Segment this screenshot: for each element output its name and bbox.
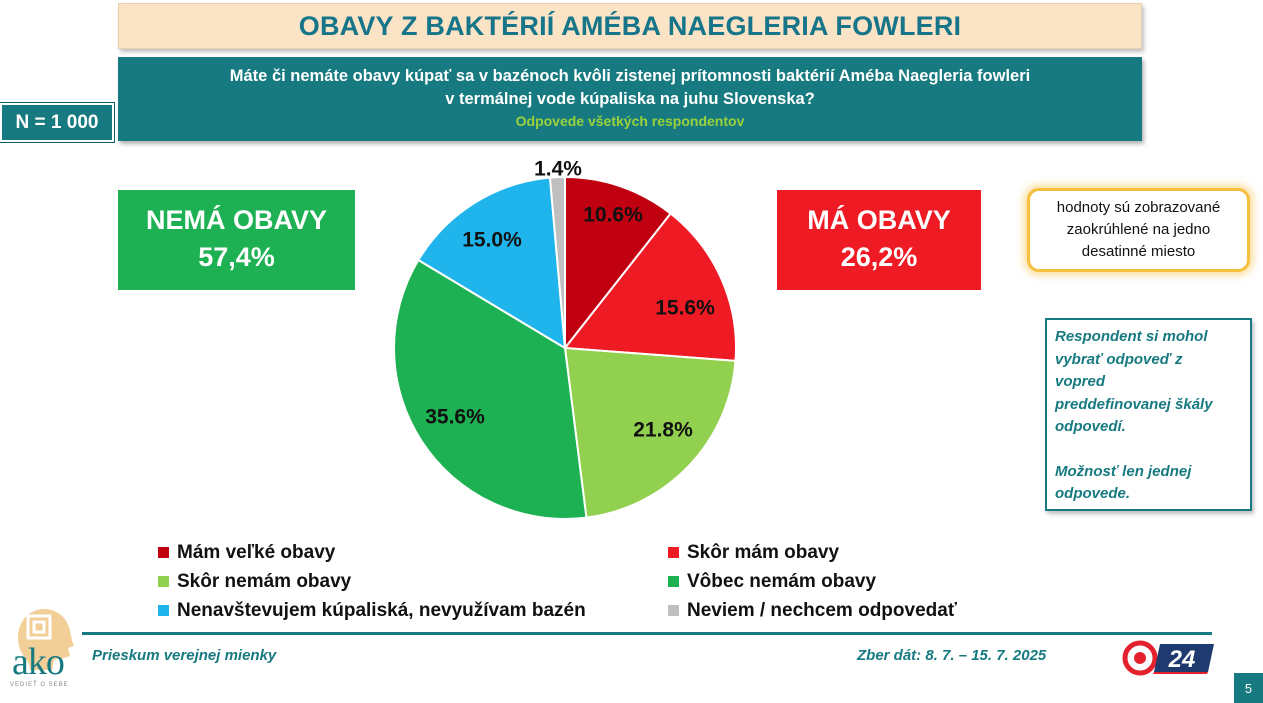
respondent-note-line-3: vopred: [1055, 373, 1106, 390]
no-concern-label: NEMÁ OBAVY: [145, 205, 327, 235]
legend-right: Skôr mám obavy Vôbec nemám obavy Neviem …: [668, 538, 957, 625]
footer-data-collection: Zber dát: 8. 7. – 15. 7. 2025: [857, 647, 1047, 664]
respondent-note-line-6: Možnosť len jednej: [1055, 462, 1192, 480]
legend-item-rather-not-concerned: Skôr nemám obavy: [158, 567, 586, 596]
ako-wordmark: ako: [12, 641, 65, 683]
pie-slice-label: 15.6%: [655, 297, 715, 320]
respondent-note-line-4: preddefinovanej škály: [1055, 395, 1213, 413]
legend-left: Mám veľké obavy Skôr nemám obavy Nenavšt…: [158, 538, 586, 625]
question-line-2: v termálnej vode kúpaliska na juhu Slove…: [445, 90, 815, 108]
respondent-note-line-2: vybrať odpoveď z: [1055, 350, 1183, 368]
pie-slice-label: 10.6%: [583, 204, 643, 227]
pie-slice: [564, 175, 673, 351]
pie-slice-label: 21.8%: [633, 419, 693, 442]
rounding-note: hodnoty sú zobrazované zaokrúhlené na je…: [1027, 188, 1250, 272]
pie-slice-label: 35.6%: [425, 406, 485, 429]
legend-swatch: [668, 605, 679, 616]
sample-size-badge: N = 1 000: [0, 102, 115, 143]
legend-label: Mám veľké obavy: [177, 541, 336, 563]
legend-label: Vôbec nemám obavy: [687, 570, 877, 592]
legend-label: Skôr mám obavy: [687, 541, 840, 563]
legend-label: Nenavštevujem kúpaliská, nevyužívam bazé…: [177, 599, 586, 621]
no-concern-value: 57,4%: [198, 242, 275, 272]
page-number: 5: [1234, 673, 1263, 703]
ako-tagline: VEDIEŤ O SEBE: [10, 682, 69, 688]
no-concern-summary: NEMÁ OBAVY 57,4%: [118, 190, 355, 290]
legend-item-rather-concerned: Skôr mám obavy: [668, 538, 957, 567]
legend-label: Skôr nemám obavy: [177, 570, 352, 592]
pie-slice-label: 15.0%: [462, 229, 522, 252]
concern-value: 26,2%: [840, 242, 918, 272]
pie-slice-label: 1.4%: [534, 158, 582, 181]
slide-title: OBAVY Z BAKTÉRIÍ AMÉBA NAEGLERIA FOWLERI: [118, 3, 1142, 49]
pie-labels: 10.6% 15.6% 21.8% 35.6% 15.0% 1.4%: [425, 158, 715, 442]
legend-label: Neviem / nechcem odpovedať: [687, 599, 957, 621]
footer-divider: [82, 632, 1212, 635]
legend-item-not-visiting: Nenavštevujem kúpaliská, nevyužívam bazé…: [158, 596, 586, 625]
respondent-note-line-1: Respondent si mohol: [1055, 328, 1208, 345]
pie-slice: [416, 176, 567, 350]
footer-survey-label: Prieskum verejnej mienky: [92, 647, 277, 664]
pie-slices: [393, 175, 737, 520]
legend-item-not-concerned-at-all: Vôbec nemám obavy: [668, 567, 957, 596]
legend-item-dont-know: Neviem / nechcem odpovedať: [668, 596, 957, 625]
concern-summary: MÁ OBAVY 26,2%: [777, 190, 981, 290]
legend-swatch: [158, 605, 169, 616]
tv-logo-number: 24: [1168, 646, 1196, 673]
respondent-note-line-7: odpovede.: [1055, 485, 1131, 502]
rounding-note-line-3: desatinné miesto: [1081, 243, 1196, 260]
ako-head-logo: [18, 608, 74, 670]
legend-swatch: [158, 547, 169, 558]
question-subtitle: Odpovede všetkých respondentov: [515, 113, 745, 129]
legend-swatch: [668, 576, 679, 587]
rounding-note-line-1: hodnoty sú zobrazované: [1056, 199, 1221, 216]
legend-swatch: [668, 547, 679, 558]
pie-slice: [393, 258, 588, 520]
respondent-note-line-5: odpovedí.: [1055, 418, 1126, 435]
question-line-1: Máte či nemáte obavy kúpať sa v bazénoch…: [229, 67, 1031, 85]
legend-swatch: [158, 576, 169, 587]
concern-label: MÁ OBAVY: [807, 205, 951, 235]
pie-slice: [548, 175, 566, 349]
pie-slice: [563, 346, 737, 519]
tv-channel-logo: 24: [1122, 640, 1214, 676]
pie-slice: [563, 212, 737, 362]
respondent-note: Respondent si mohol vybrať odpoveď z vop…: [1045, 318, 1252, 511]
rounding-note-line-2: zaokrúhlené na jedno: [1066, 221, 1211, 238]
legend-item-very-concerned: Mám veľké obavy: [158, 538, 586, 567]
question-box: Máte či nemáte obavy kúpať sa v bazénoch…: [118, 57, 1142, 141]
